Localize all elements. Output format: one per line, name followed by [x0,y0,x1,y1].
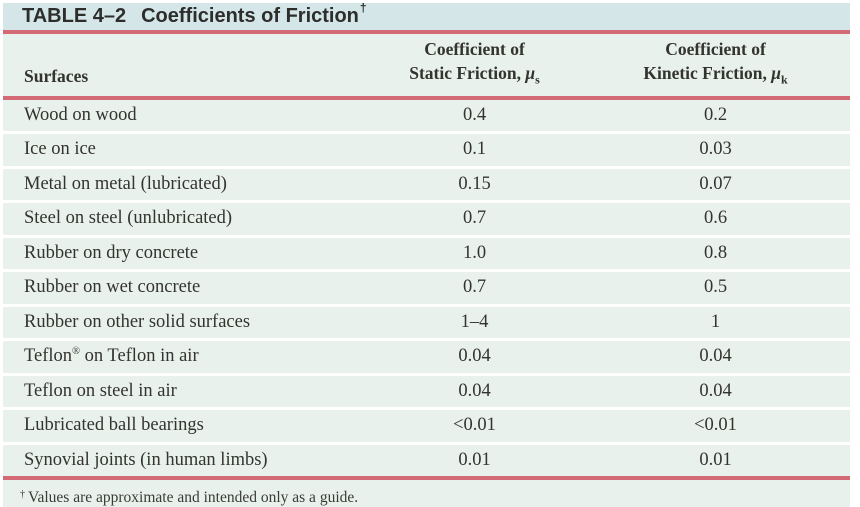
static-friction-cell: 0.04 [368,339,581,376]
kinetic-friction-cell: 0.8 [581,236,850,272]
table-title-bar: TABLE 4–2 Coefficients of Friction † [3,1,850,34]
surface-cell: Rubber on wet concrete [3,270,368,307]
col-header-surfaces: Surfaces [3,33,368,100]
table-row: Teflon on steel in air 0.04 0.04 [3,374,850,410]
static-friction-cell: 1–4 [368,305,581,341]
static-friction-cell: 0.15 [368,167,581,203]
table-row: Rubber on wet concrete 0.7 0.5 [3,270,850,307]
table-row: Synovial joints (in human limbs) 0.01 0.01 [3,443,850,476]
table-row: Ice on ice 0.1 0.03 [3,132,850,169]
static-friction-cell: 1.0 [368,236,581,272]
table-row: Rubber on other solid surfaces 1–4 1 [3,305,850,341]
table-row: Wood on wood 0.4 0.2 [3,97,850,134]
table-row: Teflon® on Teflon in air 0.04 0.04 [3,339,850,376]
kinetic-friction-cell: 0.01 [699,449,732,470]
kinetic-friction-cell: 0.07 [581,167,850,203]
table-row: Rubber on dry concrete 1.0 0.8 [3,236,850,272]
surface-cell: Lubricated ball bearings [3,408,368,445]
table-number-label: TABLE 4–2 [22,4,127,27]
surface-cell: Metal on metal (lubricated) [3,167,368,203]
mu-subscript-s: s [535,72,540,87]
mu-symbol-static: μ [525,63,536,84]
static-friction-cell: 0.7 [368,270,581,307]
mu-symbol-kinetic: μ [771,63,781,84]
kinetic-friction-cell: 0.03 [581,132,850,169]
col-header-kinetic-friction: Coefficient of Kinetic Friction, μk [581,33,850,100]
surface-cell: Steel on steel (unlubricated) [3,201,368,238]
surface-cell: Rubber on dry concrete [3,236,368,272]
kinetic-friction-cell: 1 [581,305,850,341]
footnote: † Values are approximate and intended onl… [3,476,850,507]
kinetic-friction-cell: 0.04 [581,374,850,410]
kinetic-friction-cell: <0.01 [581,408,850,445]
surface-cell: Wood on wood [3,97,368,134]
static-friction-cell: 0.04 [368,374,581,410]
table-body: Wood on wood 0.4 0.2 Ice on ice 0.1 0.03 Metal… [3,97,850,477]
table-row: Steel on steel (unlubricated) 0.7 0.6 [3,201,850,238]
footnote-text: Values are approximate and intended only… [28,489,359,506]
static-friction-cell: 0.1 [368,132,581,169]
static-friction-cell: <0.01 [368,408,581,445]
footnote-dagger-mark: † [20,489,25,500]
header-row: Surfaces Coefficient of Static Friction,… [3,33,850,100]
table-row: Lubricated ball bearings <0.01 <0.01 [3,408,850,445]
kinetic-friction-cell: 0.04 [581,339,850,376]
table-row: Metal on metal (lubricated) 0.15 0.07 [3,167,850,203]
friction-table: Surfaces Coefficient of Static Friction,… [3,33,850,477]
surface-cell: Teflon on steel in air [3,374,368,410]
static-header-line1: Coefficient of [424,38,525,59]
table-header: Surfaces Coefficient of Static Friction,… [3,33,850,100]
static-friction-cell: 0.01 [458,449,491,470]
surface-cell: Synovial joints (in human limbs) [24,449,268,470]
kinetic-header-line1: Coefficient of [665,38,766,59]
kinetic-friction-cell: 0.6 [581,201,850,238]
title-dagger-mark: † [359,1,367,16]
table-title: Coefficients of Friction [141,4,359,27]
static-friction-cell: 0.7 [368,201,581,238]
kinetic-friction-cell: 0.2 [581,97,850,134]
mu-subscript-k: k [780,72,788,87]
kinetic-header-line2: Kinetic Friction, [643,63,767,84]
col-header-static-friction: Coefficient of Static Friction, μs [368,33,581,100]
static-friction-cell: 0.4 [368,97,581,134]
kinetic-friction-cell: 0.5 [581,270,850,307]
surface-cell: Rubber on other solid surfaces [3,305,368,341]
static-header-line2: Static Friction, [409,63,521,84]
surface-cell: Teflon® on Teflon in air [3,339,368,376]
surface-cell: Ice on ice [3,132,368,169]
friction-table-card: TABLE 4–2 Coefficients of Friction † Sur… [3,1,850,507]
